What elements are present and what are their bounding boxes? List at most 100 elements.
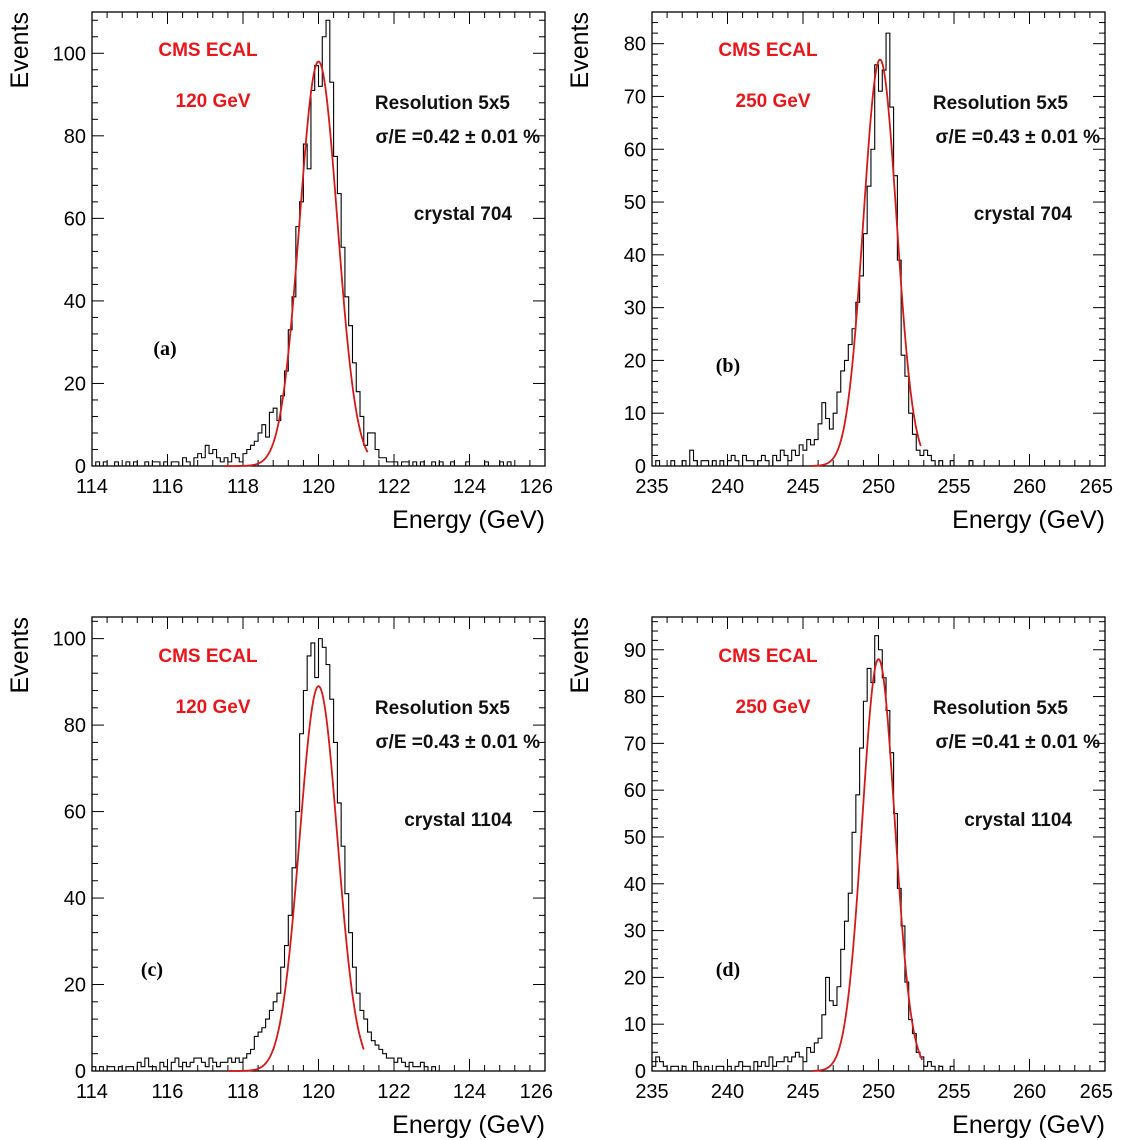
x-tick-label: 114 bbox=[76, 476, 108, 498]
x-tick-label: 255 bbox=[937, 476, 970, 498]
experiment-label: CMS ECAL bbox=[718, 646, 818, 667]
histogram-series bbox=[652, 32, 1105, 467]
y-tick-label: 70 bbox=[624, 733, 646, 755]
y-tick-label: 60 bbox=[624, 780, 646, 802]
gaussian-fit-curve bbox=[227, 685, 365, 1072]
x-tick-label: 126 bbox=[520, 1081, 553, 1103]
panel-d: 235 240 245 250 255 260 265 0 10 20 30 40 50 60 70 80 90… bbox=[566, 616, 1113, 1139]
x-tick-label: 260 bbox=[1013, 476, 1046, 498]
gaussian-fit-curve bbox=[810, 58, 922, 467]
y-tick-label: 80 bbox=[64, 715, 86, 737]
panel-c: 114 116 118 120 122 124 126 0 20 40 60 80 100 Energy … bbox=[6, 616, 553, 1139]
y-tick-label: 100 bbox=[53, 629, 86, 651]
y-tick-label: 0 bbox=[75, 1061, 86, 1083]
x-tick-label: 118 bbox=[227, 476, 259, 498]
y-tick-label: 50 bbox=[624, 827, 646, 849]
y-tick-label: 20 bbox=[64, 373, 86, 395]
y-tick-label: 40 bbox=[64, 291, 86, 313]
sigma-label: σ/E =0.43 ± 0.01 % bbox=[936, 127, 1101, 148]
y-tick-label: 70 bbox=[624, 86, 646, 108]
y-tick-label: 40 bbox=[624, 245, 646, 267]
y-tick-label: 20 bbox=[624, 967, 646, 989]
x-axis-title: Energy (GeV) bbox=[952, 1111, 1105, 1139]
panel-label: (d) bbox=[716, 959, 740, 981]
x-tick-label: 235 bbox=[635, 476, 668, 498]
y-axis-title: Events bbox=[6, 617, 34, 693]
y-tick-label: 60 bbox=[64, 208, 86, 230]
beam-energy-label: 250 GeV bbox=[736, 697, 811, 718]
x-axis-title: Energy (GeV) bbox=[392, 506, 545, 534]
histogram-series bbox=[651, 635, 1105, 1072]
panel-label: (a) bbox=[153, 338, 176, 360]
plot-frame bbox=[91, 616, 546, 1072]
y-tick-label: 20 bbox=[624, 350, 646, 372]
y-tick-label: 80 bbox=[64, 126, 86, 148]
x-tick-label: 122 bbox=[377, 1081, 410, 1103]
y-axis-title: Events bbox=[6, 12, 34, 88]
x-tick-label: 250 bbox=[862, 476, 895, 498]
panel-label: (c) bbox=[141, 959, 163, 981]
x-axis-title: Energy (GeV) bbox=[952, 506, 1105, 534]
y-tick-label: 30 bbox=[624, 298, 646, 320]
panel-label: (b) bbox=[716, 355, 740, 377]
x-tick-label: 120 bbox=[302, 1081, 335, 1103]
experiment-label: CMS ECAL bbox=[158, 646, 258, 667]
panel-a: 114 116 118 120 122 124 126 0 20 40 60 80 100 Energy … bbox=[6, 11, 553, 534]
histogram-series bbox=[92, 19, 545, 467]
x-tick-label: 255 bbox=[937, 1081, 970, 1103]
x-tick-label: 240 bbox=[711, 476, 744, 498]
x-tick-label: 265 bbox=[1080, 1081, 1113, 1103]
y-tick-label: 10 bbox=[624, 403, 646, 425]
crystal-label: crystal 704 bbox=[414, 204, 513, 225]
resolution-label: Resolution 5x5 bbox=[375, 698, 511, 719]
x-tick-label: 120 bbox=[302, 476, 335, 498]
x-tick-label: 124 bbox=[453, 476, 486, 498]
y-axis-title: Events bbox=[566, 617, 594, 693]
y-tick-label: 60 bbox=[624, 139, 646, 161]
y-tick-label: 30 bbox=[624, 921, 646, 943]
experiment-label: CMS ECAL bbox=[158, 40, 258, 61]
crystal-label: crystal 1104 bbox=[964, 810, 1072, 831]
x-tick-label: 265 bbox=[1080, 476, 1113, 498]
beam-energy-label: 120 GeV bbox=[176, 91, 251, 112]
sigma-label: σ/E =0.41 ± 0.01 % bbox=[936, 732, 1101, 753]
x-tick-label: 122 bbox=[377, 476, 410, 498]
y-tick-label: 90 bbox=[624, 640, 646, 662]
y-tick-label: 50 bbox=[624, 192, 646, 214]
y-tick-label: 100 bbox=[53, 43, 86, 65]
resolution-label: Resolution 5x5 bbox=[933, 93, 1069, 114]
x-tick-label: 126 bbox=[520, 476, 553, 498]
crystal-label: crystal 1104 bbox=[404, 810, 512, 831]
panel-b: 235 240 245 250 255 260 265 0 10 20 30 40 50 60 70 80 En… bbox=[566, 11, 1113, 534]
y-axis-title: Events bbox=[566, 12, 594, 88]
y-tick-label: 40 bbox=[624, 874, 646, 896]
x-tick-label: 114 bbox=[76, 1081, 108, 1103]
y-tick-label: 60 bbox=[64, 802, 86, 824]
x-tick-label: 245 bbox=[786, 476, 819, 498]
y-tick-label: 0 bbox=[635, 1061, 646, 1083]
x-tick-label: 245 bbox=[786, 1081, 819, 1103]
x-tick-label: 116 bbox=[152, 1081, 184, 1103]
x-tick-label: 118 bbox=[227, 1081, 259, 1103]
sigma-label: σ/E =0.42 ± 0.01 % bbox=[376, 127, 541, 148]
x-tick-label: 116 bbox=[152, 476, 184, 498]
sigma-label: σ/E =0.43 ± 0.01 % bbox=[376, 732, 541, 753]
x-tick-label: 250 bbox=[862, 1081, 895, 1103]
x-axis-title: Energy (GeV) bbox=[392, 1111, 545, 1139]
beam-energy-label: 120 GeV bbox=[176, 697, 251, 718]
y-tick-label: 10 bbox=[624, 1014, 646, 1036]
gaussian-fit-curve bbox=[224, 60, 369, 467]
x-tick-label: 260 bbox=[1013, 1081, 1046, 1103]
beam-energy-label: 250 GeV bbox=[736, 91, 811, 112]
y-tick-label: 20 bbox=[64, 975, 86, 997]
y-tick-label: 80 bbox=[624, 34, 646, 56]
y-tick-label: 80 bbox=[624, 687, 646, 709]
y-tick-label: 40 bbox=[64, 888, 86, 910]
crystal-label: crystal 704 bbox=[974, 204, 1073, 225]
histogram-series bbox=[91, 638, 545, 1072]
y-tick-label: 0 bbox=[635, 456, 646, 478]
resolution-label: Resolution 5x5 bbox=[933, 698, 1069, 719]
y-tick-label: 0 bbox=[75, 456, 86, 478]
resolution-label: Resolution 5x5 bbox=[375, 93, 511, 114]
